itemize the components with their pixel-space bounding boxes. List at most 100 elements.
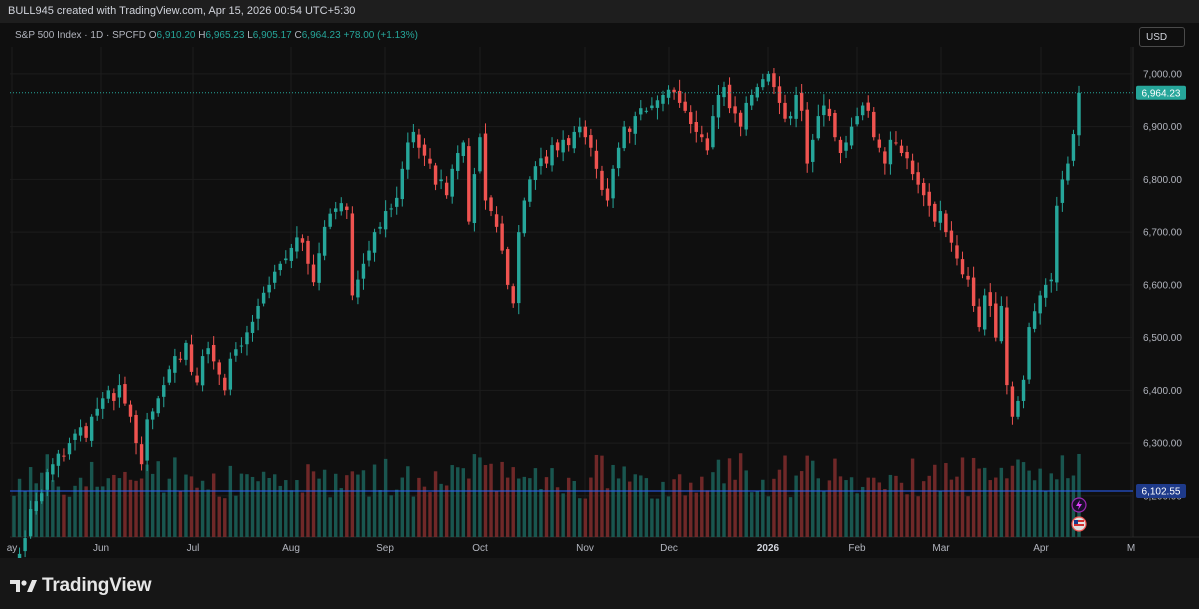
candle-body (877, 139, 882, 148)
price-axis[interactable]: 6,200.006,300.006,400.006,500.006,600.00… (1143, 69, 1182, 502)
volume-line-tag-label: 6,102.55 (1142, 487, 1181, 498)
volume-bar (639, 475, 643, 537)
candle-body (883, 151, 887, 164)
candle-body (644, 110, 649, 112)
volume-bar (883, 489, 887, 537)
y-tick-label: 6,500.00 (1143, 333, 1182, 344)
volume-bar (145, 464, 149, 537)
candle-body (245, 332, 249, 345)
volume-bar (406, 466, 410, 537)
candle-body (578, 126, 582, 133)
x-tick-label: 2026 (757, 543, 780, 554)
candle-body (345, 206, 349, 210)
volume-bar (855, 493, 859, 537)
volume-bar (1066, 478, 1070, 537)
candle-body (406, 142, 410, 170)
volume-bar (910, 458, 915, 537)
candle-body (899, 145, 904, 154)
volume-bar (95, 486, 99, 537)
volume-bar (367, 496, 371, 537)
candle-body (622, 126, 626, 149)
volume-bar (844, 480, 848, 537)
volume-bar (383, 458, 388, 537)
candle-body (744, 102, 748, 130)
volume-bar (1032, 480, 1037, 537)
y-tick-label: 6,600.00 (1143, 280, 1182, 291)
time-axis[interactable]: ay Jun Jul Aug Sep Oct Nov Dec 2026 Feb Mar Apr M (7, 543, 1135, 554)
candle-body (217, 362, 221, 375)
volume-bar (716, 459, 721, 537)
symbol-title[interactable]: S&P 500 Index · 1D · SPCFD (15, 30, 146, 41)
volume-bar (245, 474, 249, 537)
candle-body (123, 384, 127, 404)
volume-bar (361, 470, 366, 537)
volume-bar (217, 496, 221, 537)
volume-bar (1060, 455, 1065, 537)
volume-bar (561, 493, 565, 537)
volume-bar (167, 478, 172, 537)
us-flag-icon[interactable] (1071, 516, 1087, 532)
candle-body (938, 211, 943, 223)
currency-button[interactable]: USD (1139, 27, 1185, 47)
volume-bar (1021, 462, 1026, 537)
candle-body (361, 263, 366, 279)
candle-body (700, 134, 704, 138)
candle-body (145, 419, 149, 461)
candle-body (439, 179, 443, 182)
last-price-tag-label: 6,964.23 (1142, 88, 1181, 99)
candle-body (888, 139, 893, 165)
candle-body (505, 249, 510, 285)
tradingview-logo[interactable]: TradingView (10, 575, 152, 597)
volume-bar (494, 490, 499, 537)
volume-bar (622, 466, 626, 537)
candle-body (528, 179, 532, 202)
candle-body (200, 356, 205, 386)
candle-body (816, 116, 821, 139)
volume-bar (899, 482, 904, 537)
volume-bar (683, 495, 687, 537)
candle-body (356, 279, 360, 298)
lightning-icon[interactable] (1071, 497, 1087, 513)
volume-bar (234, 495, 238, 537)
volume-bar (239, 473, 244, 537)
volume-bar (517, 478, 521, 537)
volume-bar (206, 489, 210, 537)
volume-bar (1049, 473, 1053, 537)
volume-bar (539, 488, 543, 537)
candle-body (566, 138, 571, 146)
candle-body (600, 170, 604, 190)
candle-body (561, 139, 565, 153)
candle-body (916, 172, 920, 185)
chart-frame (0, 23, 1199, 558)
volume-bar (444, 485, 449, 537)
candle-body (1027, 327, 1031, 380)
candle-body (250, 321, 255, 333)
candle-body (178, 358, 183, 360)
volume-bar (650, 498, 654, 537)
volume-bar (666, 496, 671, 537)
candle-body (683, 101, 687, 111)
volume-bar (1038, 468, 1042, 537)
candle-body (333, 208, 338, 212)
volume-bar (705, 490, 710, 537)
candle-body (289, 247, 294, 261)
snapshot-credit: BULL945 created with TradingView.com, Ap… (8, 5, 356, 17)
candle-body (677, 90, 682, 103)
candle-body (799, 92, 804, 111)
candle-body (500, 223, 504, 251)
candle-body (306, 240, 310, 264)
volume-bar (994, 477, 998, 537)
volume-bar (417, 477, 421, 537)
volume-bar (838, 476, 843, 537)
candle-body (988, 292, 992, 306)
volume-bar (750, 492, 754, 537)
candle-body (117, 385, 122, 398)
candle-body (933, 203, 937, 222)
footer-bar: TradingView (0, 558, 1199, 609)
x-tick-label: Oct (472, 543, 488, 554)
candle-body (101, 398, 105, 409)
volume-bar (200, 480, 205, 537)
volume-bar (616, 478, 621, 537)
y-tick-label: 6,700.00 (1143, 228, 1182, 239)
